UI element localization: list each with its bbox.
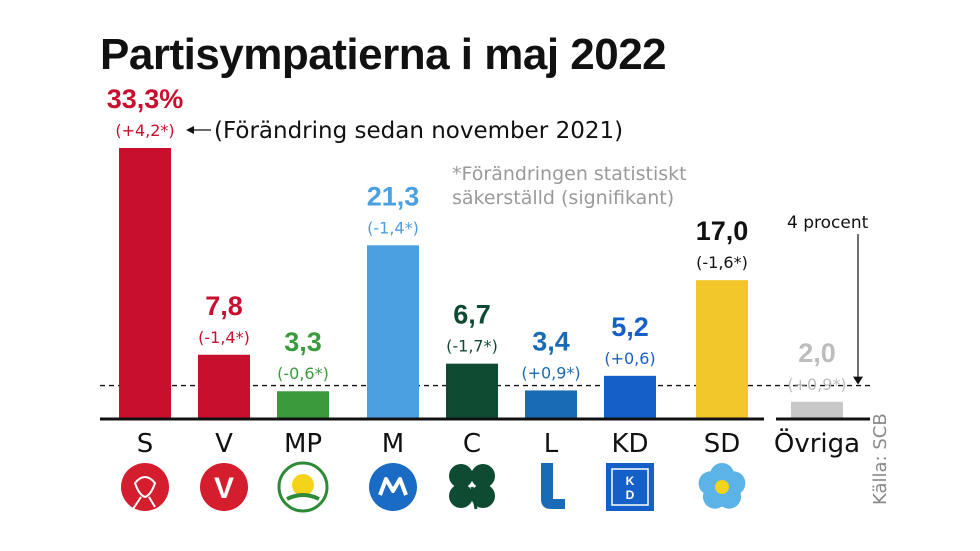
bar-övriga — [791, 401, 843, 418]
m-logo-icon — [369, 463, 417, 511]
value-label: 7,8 — [205, 291, 243, 321]
bar-l — [525, 390, 577, 418]
svg-text:D: D — [626, 488, 635, 502]
threshold-label: 4 procent — [787, 213, 869, 233]
category-label: MP — [284, 429, 322, 459]
svg-text:K: K — [626, 474, 635, 488]
bar-m — [367, 245, 419, 418]
category-label: V — [215, 429, 233, 459]
category-label: KD — [611, 429, 648, 459]
category-label: C — [463, 429, 481, 459]
value-label: 3,3 — [284, 327, 322, 357]
value-label: 21,3 — [367, 181, 420, 211]
category-label: M — [382, 429, 404, 459]
category-label: L — [544, 429, 559, 459]
bar-mp — [277, 391, 329, 418]
significance-note-line2: säkerställd (signifikant) — [452, 187, 675, 209]
bar-sd — [696, 280, 748, 418]
change-label: (-0,6*) — [277, 364, 329, 383]
bar-kd — [604, 375, 656, 418]
s-rose-icon — [121, 463, 169, 511]
value-label: 2,0 — [798, 338, 836, 368]
sd-flower-icon — [698, 463, 746, 509]
change-label: (-1,4*) — [198, 328, 250, 347]
change-label: (-1,7*) — [446, 337, 498, 356]
change-label: (-1,6*) — [696, 253, 748, 272]
bar-c — [446, 363, 498, 418]
bar-v — [198, 354, 250, 418]
v-carnation-icon: V — [200, 463, 248, 511]
l-logo-icon — [541, 463, 565, 509]
significance-note-line1: *Förändringen statistiskt — [452, 163, 687, 185]
category-label: S — [137, 429, 154, 459]
change-label: (+4,2*) — [115, 121, 174, 140]
source-label: Källa: SCB — [870, 413, 891, 505]
value-label: 6,7 — [453, 300, 491, 330]
category-label: Övriga — [774, 427, 860, 459]
svg-text:V: V — [214, 472, 234, 505]
change-label: (+0,9*) — [521, 363, 580, 382]
c-clover-icon — [449, 464, 495, 510]
change-label: (+0,9*) — [787, 375, 846, 394]
legend-arrow-head — [186, 126, 194, 134]
threshold-arrow-head — [853, 376, 863, 385]
change-label: (+0,6) — [604, 349, 655, 368]
value-label: 17,0 — [696, 216, 749, 246]
mp-dandelion-icon — [277, 461, 329, 513]
kd-logo-icon: KD — [606, 463, 654, 511]
category-label: SD — [704, 429, 741, 459]
value-label: 5,2 — [611, 312, 649, 342]
chart-title: Partisympatierna i maj 2022 — [100, 30, 667, 79]
value-label: 33,3% — [107, 84, 184, 114]
bar-s — [119, 148, 171, 418]
legend-note: (Förändring sedan november 2021) — [214, 118, 623, 144]
change-label: (-1,4*) — [367, 218, 419, 237]
value-label: 3,4 — [532, 326, 570, 356]
